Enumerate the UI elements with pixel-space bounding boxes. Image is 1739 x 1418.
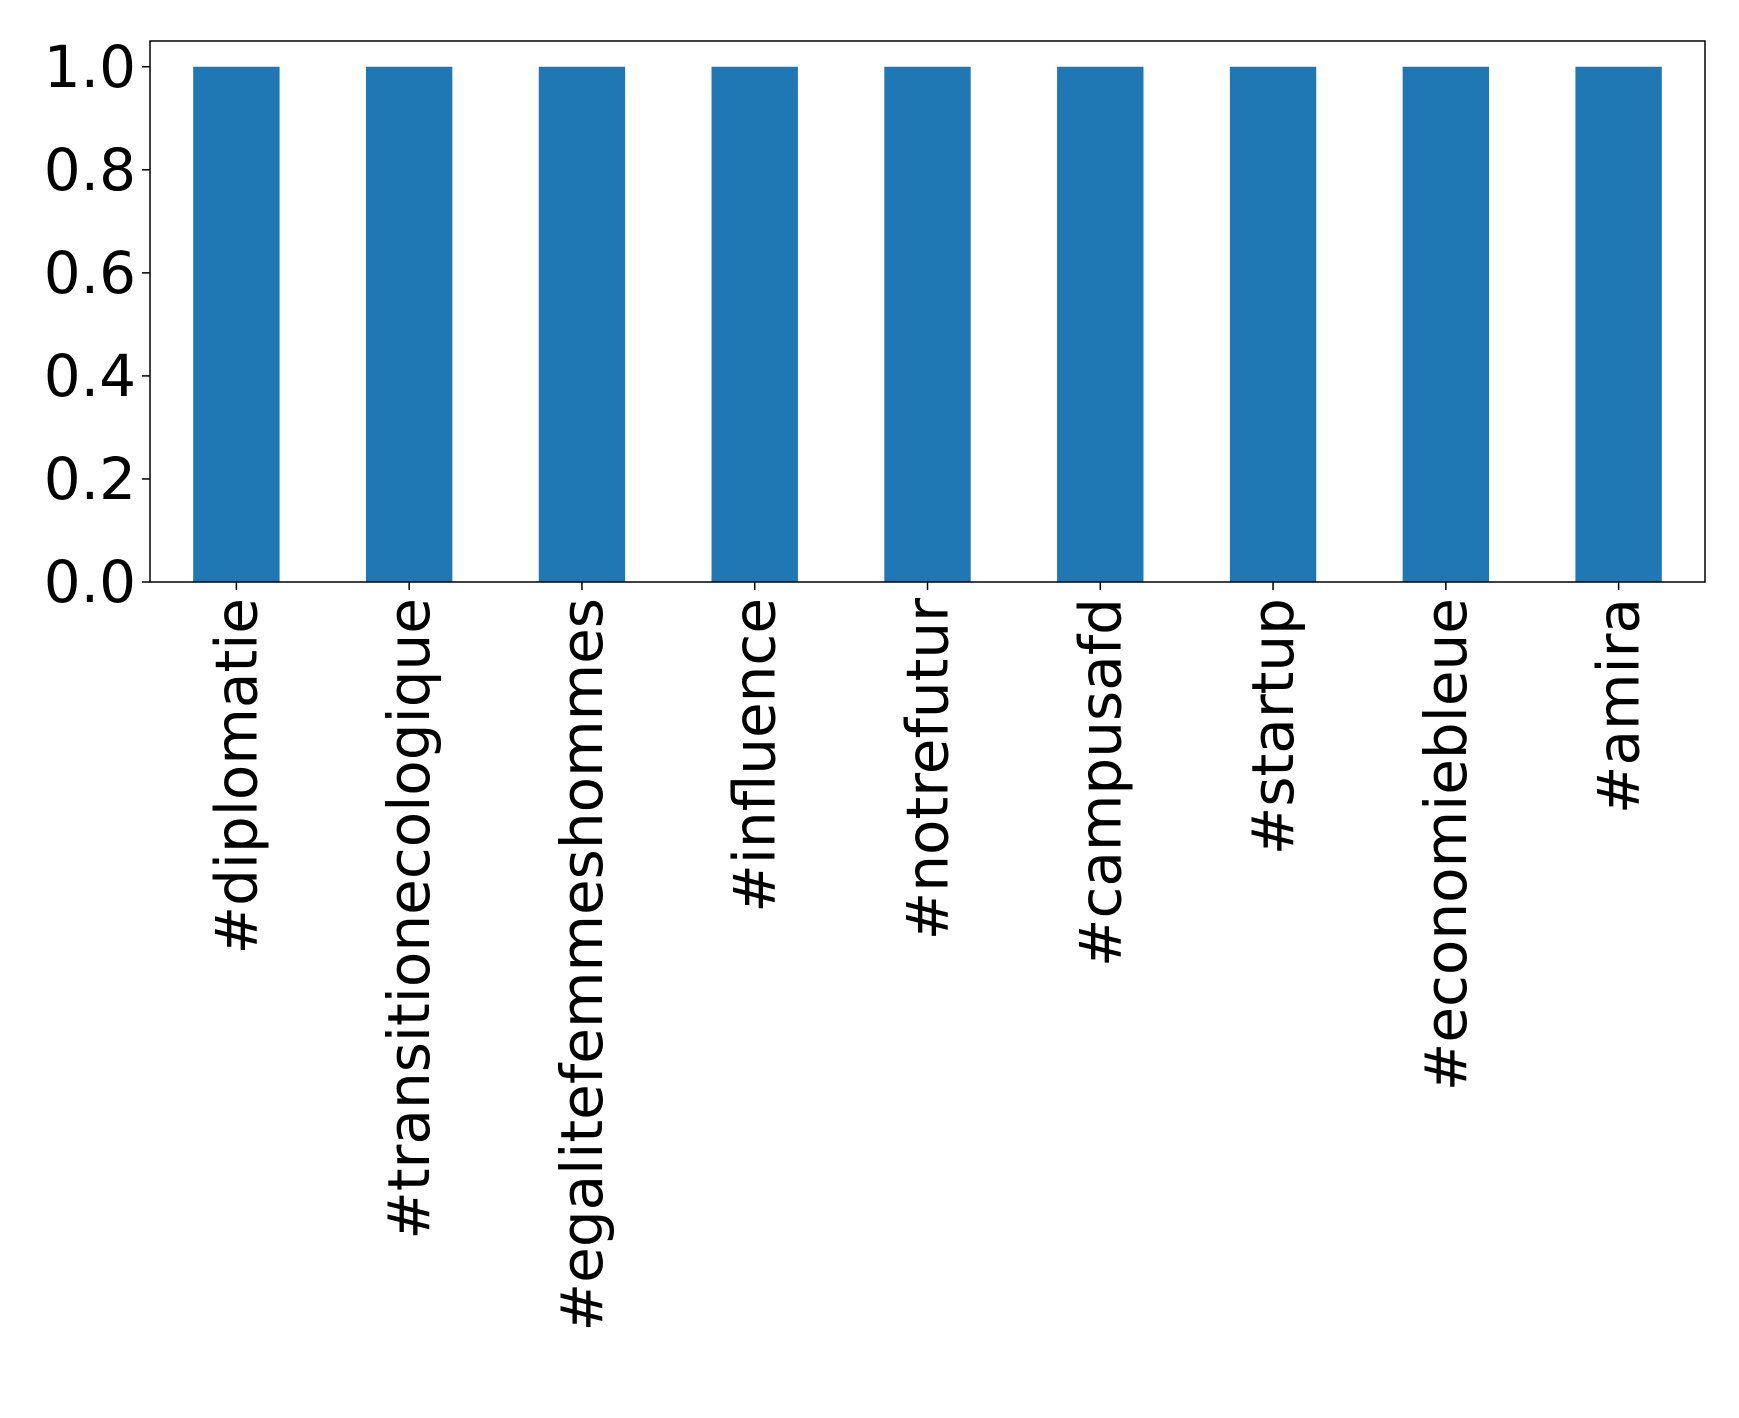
x-tick-label: #transitionecologique [375,598,443,1240]
plot-frame [149,40,1706,583]
bar [365,66,453,582]
bar [884,66,971,582]
bar [1057,66,1144,582]
y-tick-label: 0.4 [44,342,136,410]
x-tick-label: #campusafd [1066,598,1134,967]
x-tick-label: #notrefutur [894,598,962,941]
bar [538,66,626,582]
bars-group [193,66,1662,582]
x-tick-label: #economiebleue [1412,598,1480,1091]
x-tick-label: #amira [1585,598,1653,814]
bar [193,66,280,582]
y-tick-label: 0.2 [44,445,136,513]
x-axis: #diplomatie #transitionecologique #egalite… [202,582,1653,1331]
y-tick-label: 0.6 [44,239,136,307]
bar [1402,66,1490,582]
x-tick-label: #egalitefemmeshommes [548,598,616,1331]
y-tick-label: 0.0 [44,548,136,616]
x-tick-label: #diplomatie [202,598,270,955]
x-tick-label: #influence [721,598,789,913]
y-tick-label: 0.8 [44,136,136,204]
bar [1229,66,1317,582]
y-tick-label: 1.0 [44,33,136,101]
x-tick-label: #startup [1239,598,1307,855]
y-axis: 0.0 0.2 0.4 0.6 0.8 1.0 [44,33,150,616]
bar [711,66,798,582]
bar [1575,66,1662,582]
